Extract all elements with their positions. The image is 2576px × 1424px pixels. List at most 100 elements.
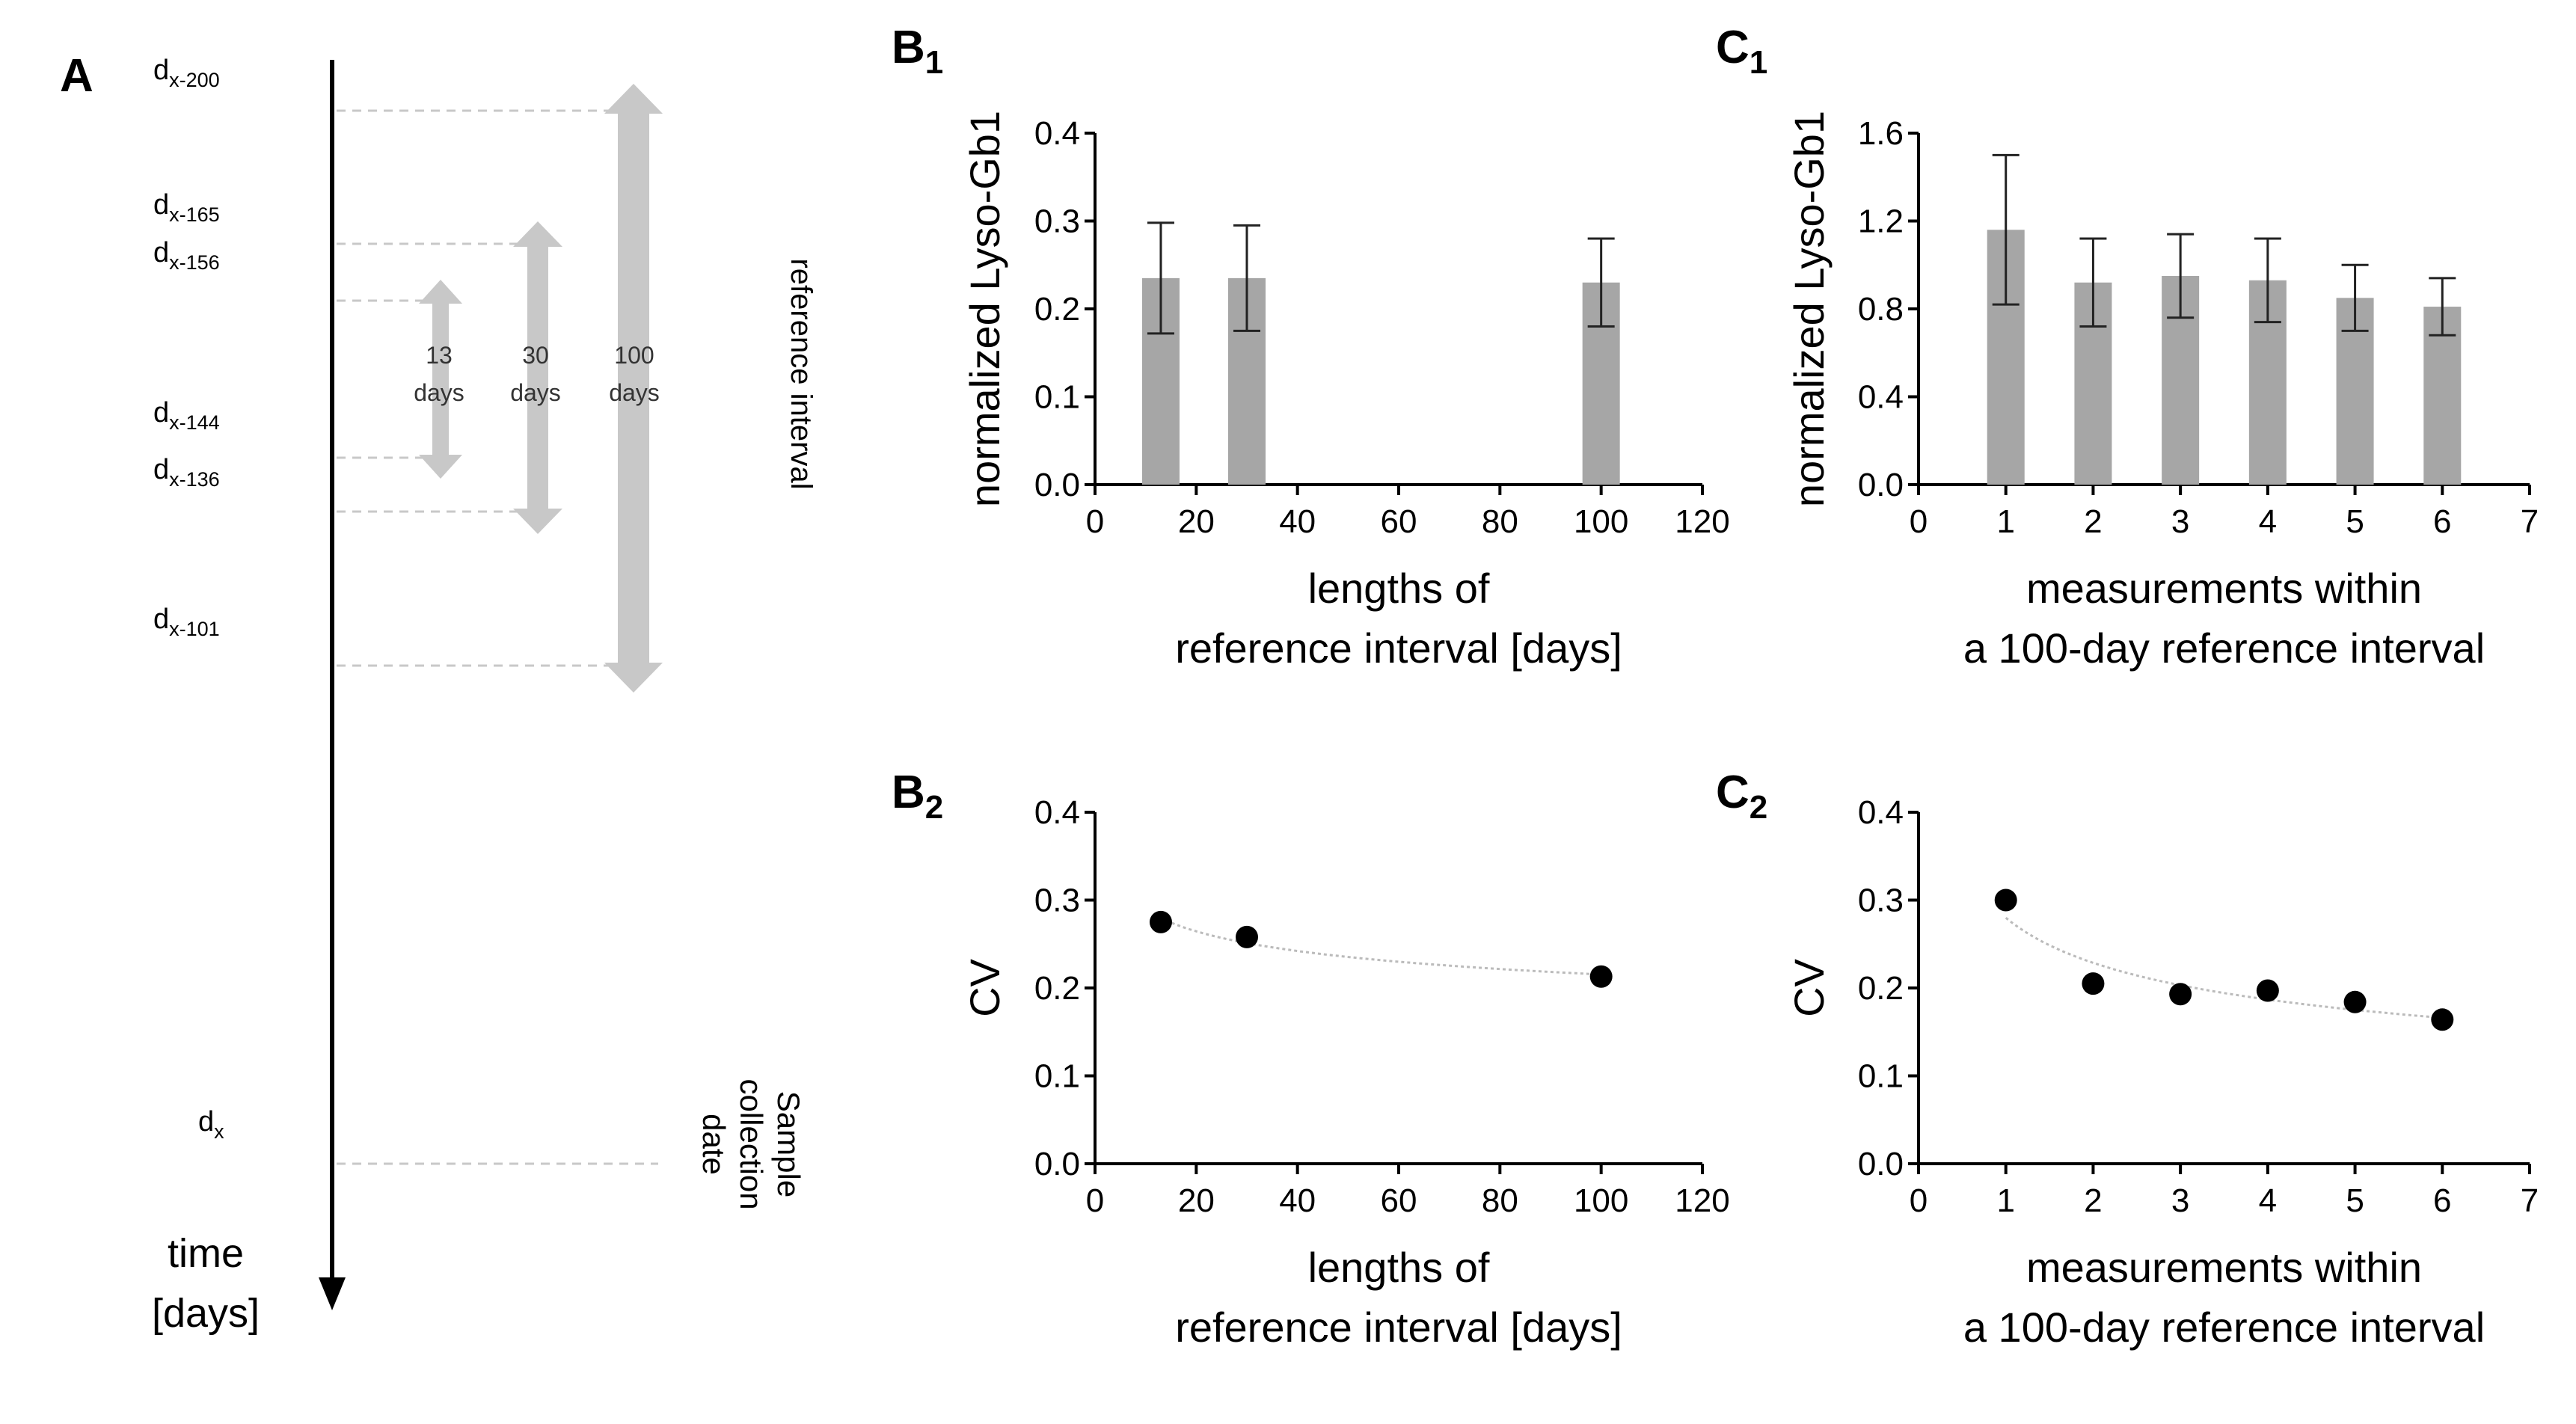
x-axis-title-line: a 100-day reference interval bbox=[1963, 1304, 2485, 1351]
x-tick-label: 0 bbox=[1910, 1182, 1928, 1219]
x-tick-label: 20 bbox=[1178, 503, 1215, 540]
y-axis-title: normalized Lyso-Gb1 bbox=[1785, 111, 1833, 507]
data-point bbox=[2169, 983, 2192, 1006]
panel-c2-label: C2 bbox=[1716, 767, 1767, 826]
interval-arrow-100-days bbox=[604, 84, 663, 693]
panel-b1-label: B1 bbox=[892, 22, 943, 81]
x-tick-label: 0 bbox=[1086, 503, 1104, 540]
x-axis-title-line: reference interval [days] bbox=[1175, 624, 1622, 672]
y-tick-label: 0.2 bbox=[1034, 970, 1080, 1007]
data-point bbox=[1994, 889, 2017, 912]
interval-30-unit: days bbox=[510, 379, 561, 406]
y-tick-label: 0.4 bbox=[1034, 794, 1080, 831]
interval-100-number: 100 bbox=[614, 342, 654, 369]
svg-text:[days]: [days] bbox=[152, 1291, 260, 1336]
y-tick-label: 0.0 bbox=[1858, 467, 1904, 503]
data-point bbox=[2256, 979, 2279, 1002]
y-tick-label: 0.4 bbox=[1858, 379, 1904, 416]
x-tick-label: 100 bbox=[1574, 503, 1628, 540]
day-mark-x-136: dx-136 bbox=[153, 454, 220, 491]
x-axis-title-line: lengths of bbox=[1308, 565, 1490, 612]
x-tick-label: 5 bbox=[2346, 503, 2364, 540]
trend-line bbox=[2005, 917, 2443, 1019]
x-tick-label: 1 bbox=[1996, 1182, 2014, 1219]
panel-a-label: A bbox=[60, 50, 93, 102]
x-tick-label: 4 bbox=[2259, 503, 2277, 540]
x-tick-label: 80 bbox=[1482, 503, 1518, 540]
y-axis-title: CV bbox=[961, 958, 1008, 1016]
y-tick-label: 0.2 bbox=[1034, 291, 1080, 328]
x-axis-title-line: a 100-day reference interval bbox=[1963, 624, 2485, 672]
x-tick-label: 4 bbox=[2259, 1182, 2277, 1219]
x-tick-label: 5 bbox=[2346, 1182, 2364, 1219]
x-tick-label: 40 bbox=[1279, 1182, 1316, 1219]
day-mark-x-165: dx-165 bbox=[153, 189, 220, 226]
y-tick-label: 0.0 bbox=[1034, 1146, 1080, 1182]
day-mark-x-101: dx-101 bbox=[153, 604, 220, 640]
time-axis-arrowhead bbox=[319, 1277, 346, 1310]
y-tick-label: 0.4 bbox=[1034, 115, 1080, 152]
x-tick-label: 60 bbox=[1381, 503, 1417, 540]
data-point bbox=[1589, 965, 1613, 988]
panel-a: A dx-200 dx-165 dx-156 dx-144 dx- bbox=[60, 50, 818, 1336]
data-point bbox=[1149, 910, 1172, 933]
x-tick-label: 0 bbox=[1910, 503, 1928, 540]
y-tick-label: 0.2 bbox=[1858, 970, 1904, 1007]
x-tick-label: 3 bbox=[2171, 503, 2189, 540]
y-tick-label: 0.0 bbox=[1034, 467, 1080, 503]
panel-c1-label: C1 bbox=[1716, 22, 1767, 81]
day-marks: dx-200 dx-165 dx-156 dx-144 dx-136 dx-10… bbox=[153, 55, 224, 1143]
day-mark-x-200: dx-200 bbox=[153, 55, 220, 91]
x-tick-label: 20 bbox=[1178, 1182, 1215, 1219]
chart-b2: 0.0 0.1 0.2 0.3 0.4 0 20 40 60 80 100 120 lengths of… bbox=[961, 794, 1730, 1351]
x-tick-label: 6 bbox=[2433, 1182, 2451, 1219]
chart-c1: 0.0 0.4 0.8 1.2 1.6 0 1 2 3 4 5 6 7 measurements with… bbox=[1785, 111, 2539, 672]
x-tick-label: 100 bbox=[1574, 1182, 1628, 1219]
x-tick-label: 120 bbox=[1675, 503, 1729, 540]
x-tick-label: 7 bbox=[2521, 1182, 2539, 1219]
y-tick-label: 1.2 bbox=[1858, 203, 1904, 240]
x-tick-label: 40 bbox=[1279, 503, 1316, 540]
x-tick-label: 2 bbox=[2084, 1182, 2102, 1219]
x-tick-label: 60 bbox=[1381, 1182, 1417, 1219]
y-tick-label: 0.3 bbox=[1034, 883, 1080, 919]
interval-100-unit: days bbox=[609, 379, 660, 406]
time-label: time [days] bbox=[152, 1231, 260, 1336]
data-point bbox=[2343, 990, 2367, 1013]
sample-collection-label: Sample collection date bbox=[696, 1078, 806, 1209]
panel-letters: B1 C1 B2 C2 bbox=[892, 22, 1767, 826]
chart-c2: 0.0 0.1 0.2 0.3 0.4 0 1 2 3 4 5 6 7 measurements with… bbox=[1785, 794, 2539, 1351]
x-tick-label: 1 bbox=[1996, 503, 2014, 540]
x-tick-label: 7 bbox=[2521, 503, 2539, 540]
x-tick-label: 80 bbox=[1482, 1182, 1518, 1219]
y-axis-title: CV bbox=[1785, 958, 1833, 1016]
y-tick-label: 0.3 bbox=[1858, 883, 1904, 919]
x-axis-title-line: measurements within bbox=[2026, 1244, 2422, 1291]
x-tick-label: 120 bbox=[1675, 1182, 1729, 1219]
interval-30-number: 30 bbox=[522, 342, 549, 369]
y-tick-label: 0.1 bbox=[1034, 1058, 1080, 1095]
y-tick-label: 1.6 bbox=[1858, 115, 1904, 152]
data-point bbox=[2082, 972, 2105, 995]
y-tick-label: 0.4 bbox=[1858, 794, 1904, 831]
data-point bbox=[2431, 1008, 2454, 1031]
y-tick-label: 0.1 bbox=[1858, 1058, 1904, 1095]
interval-13-number: 13 bbox=[426, 342, 453, 369]
y-tick-label: 0.0 bbox=[1858, 1146, 1904, 1182]
y-tick-label: 0.1 bbox=[1034, 379, 1080, 416]
svg-text:time: time bbox=[168, 1231, 244, 1276]
svg-text:Sample: Sample bbox=[771, 1091, 806, 1197]
day-mark-x-156: dx-156 bbox=[153, 237, 220, 274]
reference-interval-label: reference interval bbox=[785, 258, 818, 489]
x-tick-label: 3 bbox=[2171, 1182, 2189, 1219]
x-tick-label: 6 bbox=[2433, 503, 2451, 540]
svg-text:date: date bbox=[696, 1114, 732, 1175]
x-axis-title-line: reference interval [days] bbox=[1175, 1304, 1622, 1351]
panel-b2-label: B2 bbox=[892, 767, 943, 826]
data-point bbox=[1236, 925, 1258, 948]
chart-b1: 0.0 0.1 0.2 0.3 0.4 0 20 40 60 80 100 120 lengths of… bbox=[961, 111, 1730, 672]
interval-arrow-30-days bbox=[513, 221, 562, 534]
day-mark-x: dx bbox=[198, 1106, 224, 1143]
interval-labels: 13 days 30 days 100 days bbox=[414, 342, 660, 406]
